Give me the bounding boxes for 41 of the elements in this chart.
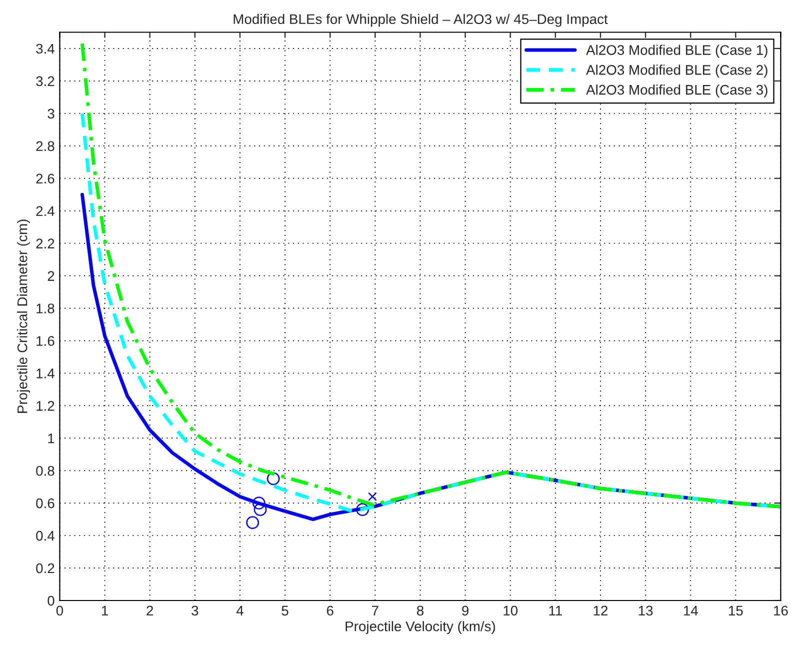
y-tick-label: 3.4	[36, 44, 54, 54]
legend-label: Al2O3 Modified BLE (Case 3)	[586, 84, 768, 98]
x-tick-label: 13	[638, 606, 653, 616]
y-tick-label: 1.6	[36, 336, 54, 346]
x-axis-title: Projectile Velocity (km/s)	[346, 621, 495, 634]
x-tick-label: 15	[728, 606, 743, 616]
x-tick-label: 3	[192, 606, 198, 616]
legend-label: Al2O3 Modified BLE (Case 2)	[586, 64, 768, 78]
x-tick-label: 1	[102, 606, 108, 616]
y-tick-label: 3.2	[36, 76, 54, 86]
y-axis-title: Projectile Critical Diameter (cm)	[17, 220, 30, 413]
y-tick-label: 1.4	[36, 368, 54, 378]
y-tick-label: 0	[48, 596, 54, 606]
x-tick-label: 14	[684, 606, 698, 616]
y-tick-label: 0.6	[36, 498, 54, 508]
x-tick-label: 11	[549, 606, 562, 616]
x-tick-label: 12	[594, 606, 608, 616]
y-tick-label: 1.2	[36, 401, 54, 411]
y-tick-label: 2.2	[36, 238, 54, 248]
x-tick-label: 0	[56, 606, 64, 616]
y-tick-label: 0.4	[36, 530, 54, 541]
x-tick-label: 8	[416, 606, 424, 616]
y-tick-label: 3	[48, 108, 54, 119]
y-tick-label: 1	[48, 434, 54, 444]
x-tick-label: 4	[236, 606, 244, 616]
x-tick-label: 2	[146, 606, 154, 616]
x-tick-label: 7	[372, 606, 378, 616]
chart-title: Modified BLEs for Whipple Shield – Al2O3 w/ 45–Deg Impact	[234, 14, 608, 27]
x-tick-label: 9	[462, 606, 468, 616]
y-tick-label: 2	[48, 271, 54, 281]
x-tick-label: 16	[774, 606, 788, 616]
y-tick-label: 2.4	[36, 206, 54, 216]
y-tick-label: 0.8	[36, 466, 54, 476]
x-tick-label: 6	[326, 606, 334, 616]
y-tick-label: 0.2	[36, 563, 54, 574]
y-tick-label: 2.6	[36, 174, 54, 184]
legend-label: Al2O3 Modified BLE (Case 1)	[586, 44, 768, 58]
x-tick-label: 10	[504, 606, 518, 616]
y-tick-label: 1.8	[36, 304, 54, 314]
x-tick-label: 5	[282, 606, 288, 616]
y-tick-label: 2.8	[36, 141, 54, 152]
